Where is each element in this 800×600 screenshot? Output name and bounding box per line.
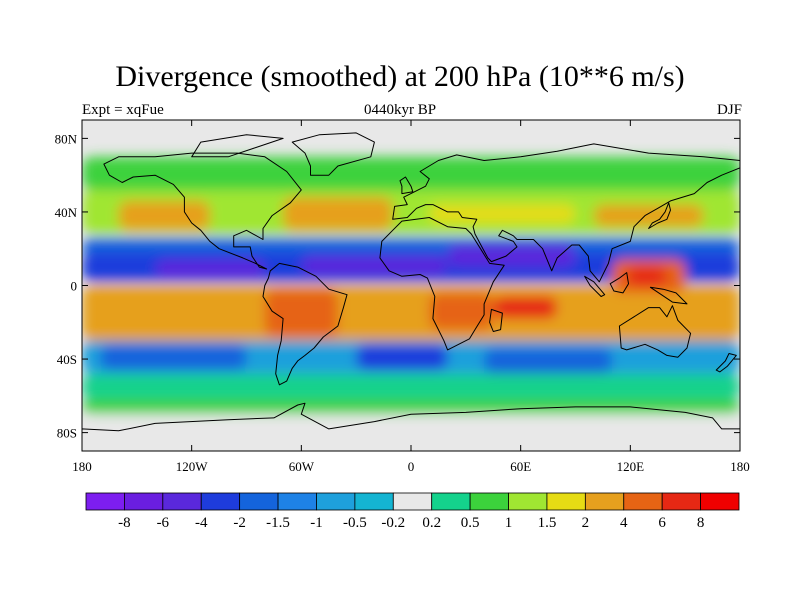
y-tick-label: 80S	[57, 426, 77, 441]
colorbar-swatch	[661, 492, 701, 511]
chart-title: Divergence (smoothed) at 200 hPa (10**6 …	[115, 60, 685, 93]
coastlines	[82, 132, 740, 451]
colorbar: -8 -6 -4 -2 -1.5 -1 -0.5 -0.2 0.2 0.5 1 1.5 2 4 6 8	[85, 492, 740, 531]
colorbar-swatch	[700, 492, 740, 511]
colorbar-swatch	[200, 492, 241, 511]
field-region-11	[82, 285, 740, 341]
colorbar-swatch	[316, 492, 356, 511]
field-region-3	[283, 197, 393, 231]
x-tick-label: 0	[408, 459, 415, 474]
colorbar-swatch	[546, 492, 586, 511]
coastline-japan	[648, 202, 671, 229]
x-tick-label: 60W	[289, 459, 315, 474]
field-region-14	[429, 292, 494, 330]
colorbar-swatch	[508, 492, 548, 511]
colorbar-label: -1	[310, 515, 323, 531]
colorbar-label: 4	[620, 515, 628, 531]
coastline-sumatra	[584, 275, 606, 297]
field-region-23	[82, 399, 740, 415]
colorbar-label: 0.2	[422, 515, 441, 531]
field-region-22	[82, 373, 740, 400]
axes: 180 120W 60W 0 60E 120E 180 80N 40N 0 40S 80S	[55, 120, 750, 474]
field-region-6	[82, 237, 740, 257]
colorbar-label: 6	[658, 515, 666, 531]
colorbar-label: -0.5	[343, 515, 367, 531]
field-region-1	[82, 189, 740, 235]
colorbar-label: 0.5	[461, 515, 480, 531]
x-tick-label: 120E	[617, 459, 645, 474]
colorbar-swatch	[623, 492, 663, 511]
field-shading	[82, 156, 740, 451]
y-tick-label: 40N	[55, 205, 78, 220]
coastline-africa	[379, 217, 505, 351]
season-label: DJF	[716, 102, 742, 118]
field-region-19	[100, 344, 247, 371]
colorbar-swatch	[277, 492, 317, 511]
field-region-0	[82, 156, 740, 190]
colorbar-swatch	[239, 492, 279, 511]
coastline-greenland	[291, 132, 375, 176]
field-region-15	[493, 296, 558, 319]
colorbar-label: -0.2	[381, 515, 405, 531]
colorbar-label: -8	[118, 515, 131, 531]
field-region-24	[82, 414, 740, 451]
coastline-arctic-islands	[191, 134, 284, 158]
x-tick-label: 120W	[176, 459, 209, 474]
colorbar-label: -6	[157, 515, 170, 531]
field-region-13	[264, 289, 338, 337]
x-tick-label: 60E	[510, 459, 531, 474]
field-region-21	[484, 348, 613, 374]
y-tick-label: 40S	[57, 352, 77, 367]
divergence-field	[82, 120, 740, 451]
colorbar-swatch	[85, 492, 125, 511]
coastline-south-america	[262, 262, 348, 386]
colorbar-swatch	[431, 492, 471, 511]
field-region-8	[155, 259, 265, 279]
coastline-new-guinea	[649, 286, 688, 305]
coastline-australia	[618, 305, 692, 358]
colorbar-label: 2	[582, 515, 590, 531]
coastline-new-zealand	[715, 353, 737, 373]
colorbar-swatch	[354, 492, 394, 511]
colorbar-swatch	[392, 492, 433, 511]
colorbar-swatch	[124, 492, 164, 511]
colorbar-label: 1	[505, 515, 513, 531]
colorbar-label: -1.5	[266, 515, 290, 531]
field-region-5	[593, 204, 704, 227]
experiment-label: Expt = xqFue	[82, 102, 164, 118]
coastline-british-isles	[399, 176, 414, 195]
field-region-2	[118, 200, 210, 231]
colorbar-swatch	[584, 492, 625, 511]
field-region-4	[429, 204, 576, 223]
x-tick-label: 180	[72, 459, 92, 474]
y-tick-label: 0	[71, 279, 78, 294]
field-region-9	[301, 256, 448, 275]
field-region-17	[626, 267, 667, 286]
coastline-borneo	[609, 272, 629, 294]
coastline-eurasia	[392, 143, 740, 283]
field-region-12	[118, 292, 192, 326]
colorbar-label: -2	[233, 515, 246, 531]
x-tick-label: 180	[730, 459, 750, 474]
colorbar-label: 8	[697, 515, 705, 531]
colorbar-label: 1.5	[538, 515, 557, 531]
coastline-antarctica	[82, 402, 740, 451]
field-region-10	[447, 245, 576, 268]
colorbar-swatch	[162, 492, 202, 511]
coastline-madagascar	[489, 308, 503, 332]
colorbar-label: -4	[195, 515, 208, 531]
y-tick-label: 80N	[55, 131, 78, 146]
period-label: 0440kyr BP	[363, 102, 437, 118]
coastline-north-america	[103, 152, 302, 270]
colorbar-swatch	[469, 492, 509, 511]
field-region-20	[356, 344, 448, 371]
